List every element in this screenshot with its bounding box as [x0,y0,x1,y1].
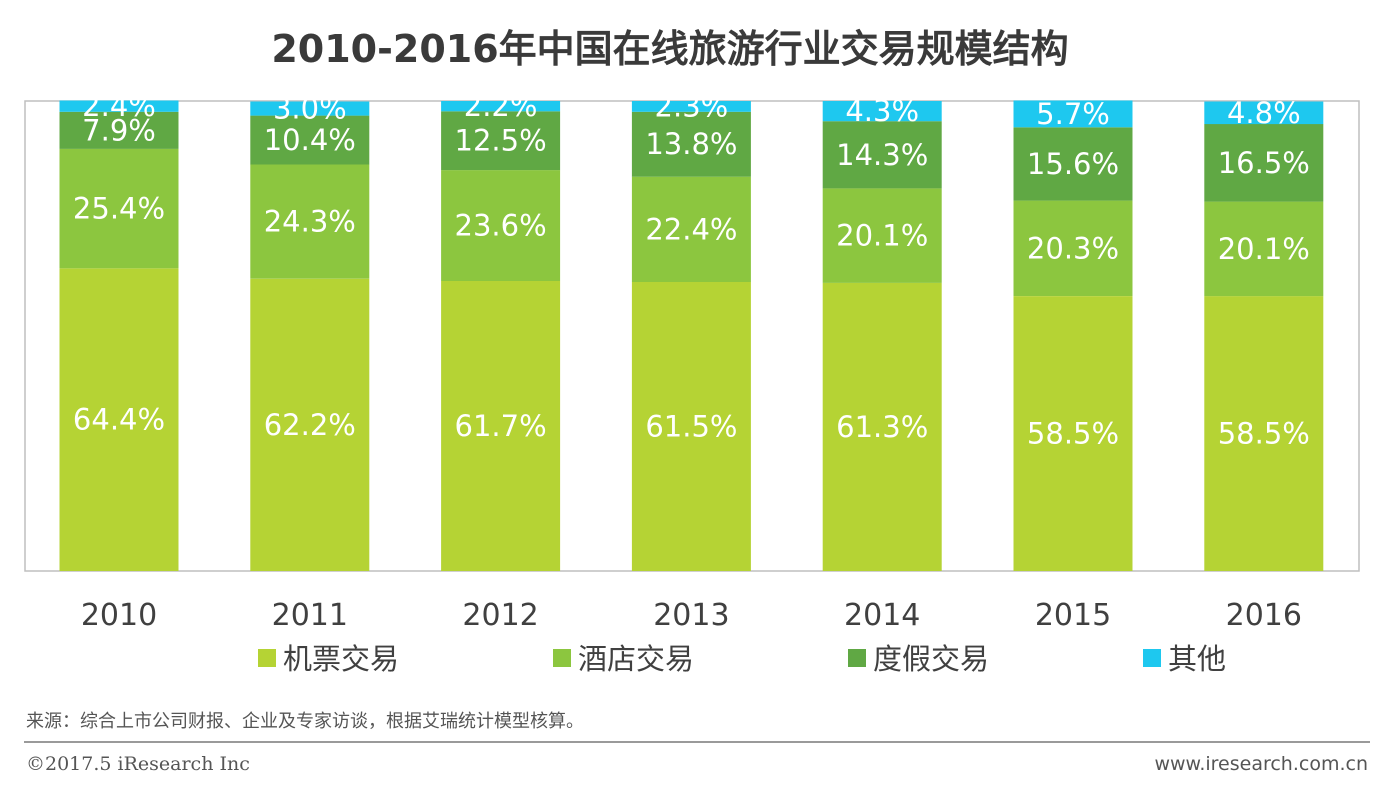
x-tick-label-2015: 2015 [1035,598,1111,633]
legend-swatch-2 [848,649,866,667]
value-label-2010-series-1: 25.4% [73,192,165,226]
value-labels-group: 64.4% 25.4% 7.9%2.4% 62.2% 24.3% 10.4%3.0% 61.… [73,89,1310,450]
legend-label-0: 机票交易 [283,642,399,676]
bar-2016-series-3 [1204,101,1324,125]
x-tick-label-2012: 2012 [462,598,538,633]
bar-2011-series-1 [250,164,370,279]
bar-2015-series-1 [1013,200,1133,296]
bar-2016-series-1 [1204,201,1324,297]
chart-title: 2010-2016年中国在线旅游行业交易规模结构 [271,27,1069,71]
value-label-2014-series-3: 4.3% [845,94,919,128]
bar-2012-series-0 [441,281,561,571]
legend-label-3: 其他 [1168,642,1226,676]
x-tick-label-2014: 2014 [844,598,920,633]
value-label-2011-series-1: 24.3% [264,205,356,239]
bar-2016-series-2 [1204,124,1324,202]
legend-label-2: 度假交易 [873,642,989,676]
x-tick-label-2013: 2013 [653,598,729,633]
bar-2013-series-3 [631,101,751,112]
bar-2013-series-0 [631,281,751,571]
value-label-2011-series-0: 62.2% [264,408,356,442]
stacked-bar-chart: 64.4% 25.4% 7.9%2.4% 62.2% 24.3% 10.4%3.0% 61.… [24,89,1360,676]
bar-2011-series-3 [250,101,370,116]
value-label-2016-series-2: 16.5% [1218,146,1310,180]
legend-swatch-3 [1143,649,1161,667]
value-label-2014-series-2: 14.3% [836,138,928,172]
value-label-2015-series-2: 15.6% [1027,147,1119,181]
bar-2015-series-2 [1013,127,1133,201]
bar-2010-series-3 [59,100,179,112]
bar-2015-series-0 [1013,296,1133,571]
value-label-2010-series-3: 2.4% [82,89,156,123]
value-label-2013-series-3: 2.3% [655,89,729,123]
legend-swatch-1 [553,649,571,667]
bar-2010-series-1 [59,148,179,269]
value-label-2016-series-1: 20.1% [1218,232,1310,266]
bar-2011-series-0 [250,278,370,571]
copyright-text: ©2017.5 iResearch Inc [26,753,250,775]
value-label-2013-series-0: 61.5% [645,410,737,444]
value-label-2010-series-0: 64.4% [73,403,165,437]
bar-2014-series-0 [822,282,942,571]
bars-group [59,100,1324,571]
bar-2014-series-1 [822,188,942,283]
value-label-2016-series-0: 58.5% [1218,417,1310,451]
x-axis-tick-labels: 2010 2011 2012 2013 2014 2015 2016 [81,598,1302,633]
bar-2012-series-3 [441,101,561,112]
x-tick-label-2010: 2010 [81,598,157,633]
bar-2016-series-0 [1204,296,1324,571]
value-label-2013-series-1: 22.4% [645,212,737,246]
value-label-2013-series-2: 13.8% [645,127,737,161]
value-label-2012-series-0: 61.7% [455,409,547,443]
value-label-2015-series-3: 5.7% [1036,97,1110,131]
legend-label-1: 酒店交易 [578,642,694,676]
bar-2012-series-1 [441,170,561,281]
legend: 机票交易 酒店交易 度假交易 其他 [258,642,1226,676]
value-label-2015-series-1: 20.3% [1027,231,1119,265]
value-label-2010-series-2: 7.9% [82,113,156,147]
value-label-2012-series-3: 2.2% [464,89,538,123]
bar-2010-series-2 [59,111,179,149]
value-label-2011-series-2: 10.4% [264,123,356,157]
x-tick-label-2016: 2016 [1226,598,1302,633]
bar-2013-series-1 [631,176,751,282]
value-label-2011-series-3: 3.0% [273,92,347,126]
value-label-2014-series-1: 20.1% [836,219,928,253]
bar-2010-series-0 [59,268,179,571]
footer-divider [24,741,1370,743]
source-note: 来源：综合上市公司财报、企业及专家访谈，根据艾瑞统计模型核算。 [26,711,584,732]
value-label-2016-series-3: 4.8% [1227,96,1301,130]
bar-2013-series-2 [631,111,751,177]
legend-swatch-0 [258,649,276,667]
value-label-2014-series-0: 61.3% [836,410,928,444]
value-label-2015-series-0: 58.5% [1027,417,1119,451]
value-label-2012-series-1: 23.6% [455,209,547,243]
x-tick-label-2011: 2011 [272,598,348,633]
bar-2014-series-3 [822,101,942,122]
value-label-2012-series-2: 12.5% [455,124,547,158]
bar-2014-series-2 [822,121,942,189]
bar-2012-series-2 [441,111,561,171]
bar-2015-series-3 [1013,100,1133,128]
website-link[interactable]: www.iresearch.com.cn [1154,753,1368,775]
bar-2011-series-2 [250,115,370,165]
